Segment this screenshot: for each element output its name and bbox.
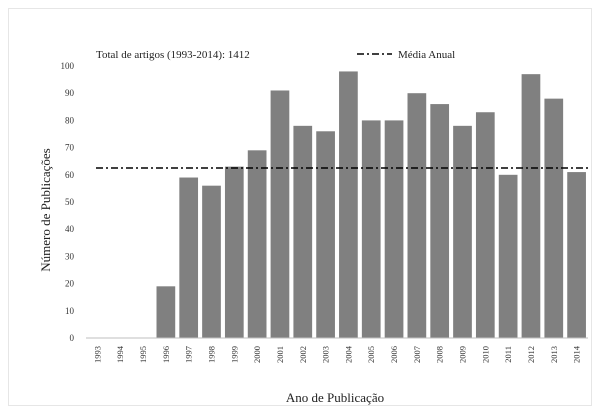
bar-2014	[567, 172, 586, 338]
bar-2008	[430, 104, 450, 338]
y-tick-label: 40	[65, 224, 75, 234]
bar-1997	[179, 177, 199, 338]
y-tick-label: 60	[65, 170, 75, 180]
bar-2012	[521, 74, 541, 338]
x-tick-label: 1998	[207, 346, 217, 363]
x-tick-label: 2014	[572, 345, 582, 363]
x-tick-label: 2011	[503, 346, 513, 363]
bar-2006	[384, 120, 404, 339]
x-tick-label: 2012	[526, 346, 536, 363]
y-tick-label: 50	[65, 197, 75, 207]
bar-1999	[224, 166, 244, 338]
bar-2013	[544, 98, 564, 338]
y-tick-label: 100	[61, 61, 75, 71]
x-tick-label: 2013	[549, 346, 559, 363]
y-tick-label: 90	[65, 88, 75, 98]
x-axis: 1993 1994 1995 1996 1997 1998 1999 2000 2001 2002…	[86, 337, 588, 363]
bar-2010	[475, 112, 495, 339]
legend: Média Anual	[357, 49, 455, 61]
x-tick-label: 2008	[435, 346, 445, 363]
y-axis: 0 10 20 30 40 50 60 70 80 90 100	[61, 61, 75, 343]
bar-2009	[453, 125, 472, 338]
x-tick-label: 2002	[298, 346, 308, 363]
x-tick-label: 2006	[389, 346, 399, 363]
x-tick-label: 2004	[343, 345, 353, 363]
x-tick-label: 2001	[275, 346, 285, 363]
bar-2011	[498, 174, 518, 338]
y-tick-label: 20	[65, 279, 75, 289]
bar-1998	[202, 185, 221, 338]
y-tick-label: 10	[65, 306, 75, 316]
x-tick-label: 1997	[184, 346, 194, 363]
bar-2005	[361, 120, 381, 339]
y-tick-label: 70	[65, 143, 75, 153]
x-tick-label: 1993	[92, 346, 102, 363]
legend-label-media-anual: Média Anual	[398, 49, 455, 61]
x-tick-label: 2009	[458, 346, 468, 363]
y-tick-label: 0	[70, 333, 75, 343]
x-tick-label: 2005	[366, 346, 376, 363]
bar-2007	[407, 93, 427, 338]
x-tick-label: 1995	[138, 346, 148, 363]
bar-1996	[156, 286, 176, 338]
x-tick-label: 2010	[480, 346, 490, 363]
bar-2004	[339, 71, 358, 338]
total-articles-annotation: Total de artigos (1993-2014): 1412	[96, 49, 250, 61]
bar-2003	[316, 131, 335, 338]
x-tick-label: 2007	[412, 346, 422, 363]
x-tick-label: 1999	[229, 346, 239, 363]
x-tick-label: 1994	[115, 345, 125, 363]
x-tick-label: 1996	[161, 346, 171, 363]
bars	[156, 71, 586, 339]
x-tick-label: 2003	[321, 346, 331, 363]
y-axis-label: Número de Publicações	[38, 148, 53, 271]
bar-2000	[247, 150, 267, 338]
y-tick-label: 80	[65, 115, 75, 125]
bar-2002	[293, 125, 313, 338]
x-tick-label: 2000	[252, 346, 262, 363]
bar-2001	[270, 90, 290, 338]
x-axis-label: Ano de Publicação	[286, 390, 384, 405]
y-tick-label: 30	[65, 251, 75, 261]
